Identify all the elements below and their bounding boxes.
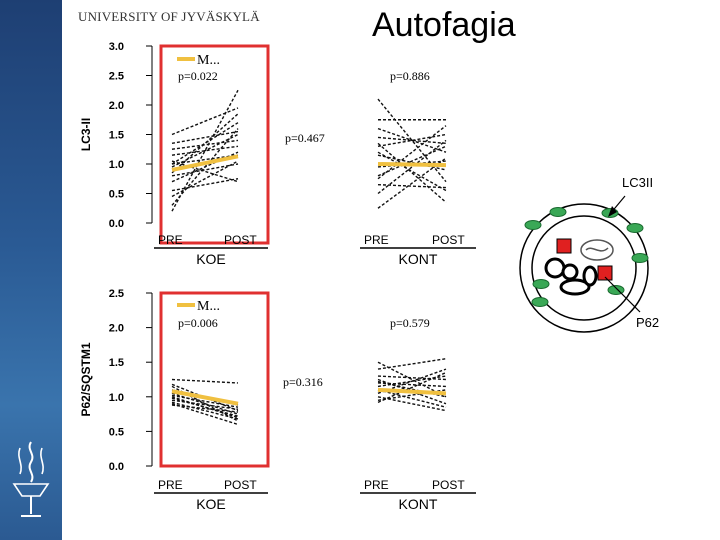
between-p-value: p=0.316 [283, 375, 323, 389]
between-p-value: p=0.467 [285, 131, 325, 145]
subject-line [377, 389, 447, 408]
subject-line [377, 154, 447, 171]
category-label: POST [432, 233, 465, 247]
subject-line [171, 397, 239, 417]
subject-line [377, 380, 447, 398]
cargo-blob-icon [561, 263, 579, 281]
legend-label: M... [197, 53, 220, 68]
lc3-marker-icon [524, 220, 542, 230]
subject-line [171, 145, 239, 156]
subject-line [171, 404, 239, 413]
subject-line [171, 139, 239, 150]
y-axis-label: LC3-II [79, 118, 93, 151]
autophagosome-outer-membrane [519, 203, 649, 333]
lc3-label: LC3II [622, 175, 653, 190]
subject-line [377, 139, 447, 195]
subject-line [171, 401, 239, 420]
y-tick-label: 2.0 [109, 323, 124, 335]
lc3-marker-icon [631, 253, 649, 263]
y-tick-label: 2.0 [109, 100, 124, 112]
organelle-fold-icon [585, 247, 609, 252]
subject-line [171, 107, 239, 136]
highlight-box [159, 44, 270, 245]
lc3-marker-icon [549, 207, 567, 217]
subject-line [377, 145, 447, 177]
y-tick-label: 0.5 [109, 189, 124, 201]
y-tick-label: 2.5 [109, 288, 124, 300]
group-name: KONT [399, 496, 438, 512]
subject-line [171, 394, 239, 408]
lc3-arrow-icon [608, 206, 617, 217]
mean-line [171, 154, 239, 172]
category-label: POST [224, 233, 257, 247]
subject-line [377, 98, 447, 183]
y-tick-label: 1.5 [109, 357, 124, 369]
subject-line [171, 163, 239, 177]
subject-line [377, 375, 447, 381]
subject-line [377, 371, 447, 403]
subject-line [377, 125, 447, 180]
y-tick-label: 1.0 [109, 159, 124, 171]
category-label: PRE [158, 233, 183, 247]
cargo-blob-icon [582, 265, 598, 287]
subject-line [171, 396, 239, 419]
subject-line [171, 130, 239, 145]
subject-line [171, 160, 239, 198]
subject-line [171, 403, 239, 426]
y-tick-label: 0.0 [109, 461, 124, 473]
category-label: POST [224, 478, 257, 492]
subject-line [171, 378, 239, 384]
subject-line [377, 183, 447, 189]
subject-line [377, 127, 447, 153]
p62-cargo-icon [597, 265, 613, 281]
university-logo-icon [8, 440, 54, 529]
cargo-blob-icon [559, 278, 591, 296]
category-label: POST [432, 478, 465, 492]
subject-line [171, 128, 239, 206]
group-name: KONT [399, 251, 438, 267]
subject-line [377, 133, 447, 147]
group-p-value: p=0.022 [178, 69, 218, 83]
y-tick-label: 1.5 [109, 130, 124, 142]
y-tick-label: 3.0 [109, 41, 124, 53]
p62-pointer-line [604, 276, 641, 313]
lc3-marker-icon [532, 279, 550, 289]
group-p-value: p=0.579 [390, 316, 430, 330]
subject-line [377, 142, 447, 203]
p62-cargo-icon [556, 238, 572, 254]
p62-label: P62 [636, 315, 659, 330]
group-p-value: p=0.886 [390, 69, 430, 83]
category-label: PRE [158, 478, 183, 492]
y-tick-label: 1.0 [109, 392, 124, 404]
slide-title: Autofagia [372, 6, 516, 44]
group-p-value: p=0.006 [178, 316, 218, 330]
category-label: PRE [364, 478, 389, 492]
category-label: PRE [364, 233, 389, 247]
cargo-blob-icon [544, 257, 566, 279]
subject-line [171, 160, 239, 183]
highlight-box [159, 291, 270, 468]
legend-label: M... [197, 299, 220, 314]
subject-line [377, 358, 447, 370]
group-name: KOE [196, 251, 226, 267]
subject-line [377, 136, 447, 145]
lc3-marker-icon [531, 297, 549, 307]
subject-line [171, 178, 239, 192]
subject-line [171, 133, 239, 168]
subject-line [171, 122, 239, 165]
y-tick-label: 2.5 [109, 71, 124, 83]
university-name: UNIVERSITY OF JYVÄSKYLÄ [78, 9, 260, 24]
mean-line [377, 387, 447, 396]
mean-line [377, 162, 447, 168]
subject-line [377, 151, 447, 192]
autophagosome-inner-membrane [531, 215, 637, 321]
mean-line [171, 389, 239, 406]
y-tick-label: 0.5 [109, 426, 124, 438]
y-tick-label: 0.0 [109, 218, 124, 230]
group-name: KOE [196, 496, 226, 512]
y-axis-label: P62/SQSTM1 [79, 342, 93, 416]
lc3-marker-icon [626, 223, 644, 233]
